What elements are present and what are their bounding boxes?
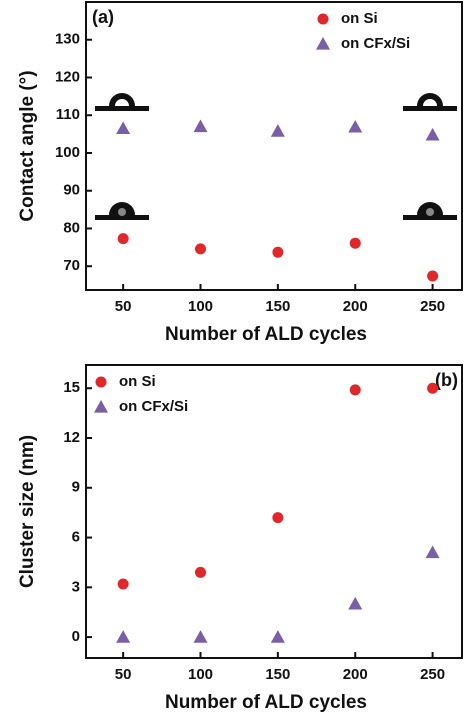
x-tick-label: 50 (115, 298, 132, 315)
marker-circle (272, 512, 284, 524)
marker-triangle (270, 124, 285, 137)
legend-marker (94, 400, 108, 413)
legend-label: on Si (341, 10, 378, 27)
marker-circle (117, 578, 129, 590)
x-tick-label: 200 (343, 666, 368, 683)
marker-triangle (116, 121, 131, 135)
marker-circle (349, 237, 361, 249)
marker-triangle (193, 630, 208, 643)
plot-frame (85, 1, 463, 291)
x-tick-label: 100 (188, 298, 213, 315)
x-tick-label: 200 (343, 298, 368, 315)
marker-triangle (270, 630, 285, 643)
y-tick-label: 80 (63, 219, 80, 236)
x-tick-label: 250 (420, 666, 445, 683)
panel-label: (b) (435, 370, 458, 390)
y-tick-label: 6 (72, 529, 80, 546)
marker-circle (272, 246, 284, 258)
y-tick-label: 12 (63, 429, 80, 446)
marker-triangle (348, 119, 363, 133)
x-tick-label: 250 (420, 298, 445, 315)
y-axis-title: Cluster size (nm) (17, 435, 38, 588)
legend-label: on CFx/Si (341, 35, 410, 52)
marker-triangle (193, 119, 208, 133)
x-tick-label: 100 (188, 666, 213, 683)
legend-marker (95, 376, 107, 388)
y-tick-label: 100 (55, 144, 80, 161)
x-axis-title: Number of ALD cycles (165, 324, 367, 345)
marker-triangle (348, 596, 363, 610)
droplet-icons (95, 93, 457, 220)
y-tick-label: 120 (55, 68, 80, 85)
marker-triangle (425, 127, 440, 141)
y-tick-label: 15 (63, 379, 80, 396)
marker-circle (117, 233, 129, 245)
plot-frame (85, 364, 463, 659)
y-tick-label: 130 (55, 31, 80, 48)
marker-triangle (425, 545, 440, 559)
marker-circle (427, 382, 439, 394)
legend-label: on CFx/Si (119, 398, 188, 415)
marker-circle (349, 384, 361, 396)
legend-label: on Si (119, 373, 156, 390)
y-tick-label: 110 (56, 106, 80, 123)
x-tick-label: 150 (265, 666, 290, 683)
y-tick-label: 70 (63, 257, 80, 274)
marker-triangle (116, 630, 131, 643)
y-tick-label: 0 (72, 628, 80, 645)
panel-label: (a) (92, 7, 114, 27)
y-tick-label: 90 (63, 182, 80, 199)
y-axis-title: Contact angle (°) (17, 70, 38, 221)
marker-circle (195, 566, 207, 578)
y-tick-label: 3 (72, 578, 80, 595)
marker-circle (427, 270, 439, 282)
legend-marker (316, 37, 330, 50)
legend-marker (317, 13, 329, 25)
x-axis-title: Number of ALD cycles (165, 692, 367, 713)
y-tick-label: 9 (72, 479, 80, 496)
x-tick-label: 150 (265, 298, 290, 315)
marker-circle (195, 243, 207, 255)
x-tick-label: 50 (115, 666, 132, 683)
